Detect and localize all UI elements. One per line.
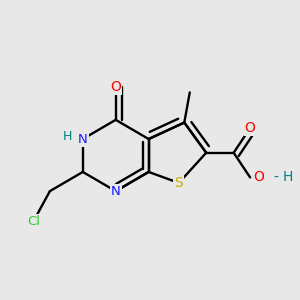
Text: O: O	[110, 80, 121, 94]
Text: Cl: Cl	[27, 215, 40, 228]
Text: S: S	[174, 176, 183, 190]
Text: N: N	[111, 184, 121, 198]
Text: H: H	[63, 130, 72, 143]
Text: N: N	[78, 133, 88, 146]
Text: O: O	[253, 170, 264, 184]
Text: -: -	[273, 170, 278, 184]
Text: H: H	[283, 170, 293, 184]
Text: O: O	[245, 121, 256, 135]
